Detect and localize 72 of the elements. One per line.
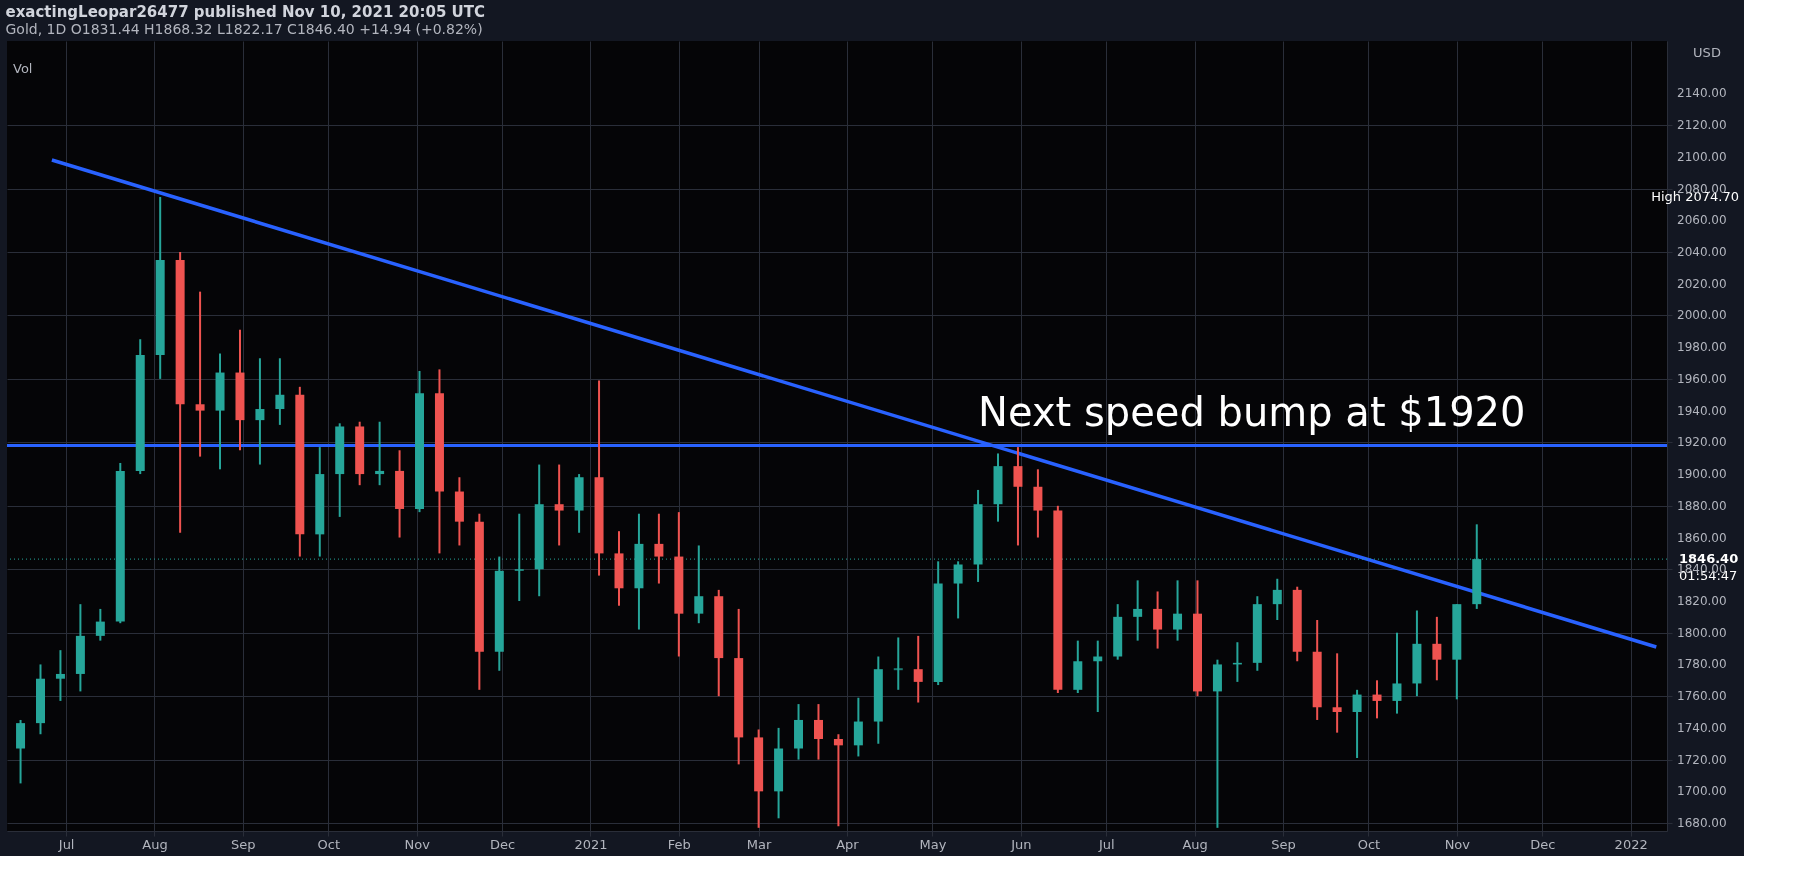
candlestick xyxy=(1133,579,1143,642)
candlestick xyxy=(654,512,664,585)
y-tick-label: 1960.00 xyxy=(1677,371,1727,386)
candlestick xyxy=(1352,688,1362,760)
candlestick xyxy=(1013,446,1023,547)
candlestick xyxy=(514,512,524,602)
x-tick-label: Aug xyxy=(142,836,168,852)
x-tick-label: Sep xyxy=(231,836,256,852)
x-tick-label: Feb xyxy=(667,836,691,852)
x-tick-label: Dec xyxy=(1530,836,1556,852)
x-tick-label: May xyxy=(919,836,947,852)
text: USD xyxy=(1693,45,1721,60)
candlestick xyxy=(1272,577,1282,622)
x-tick-label: Oct xyxy=(1357,836,1381,852)
candlestick xyxy=(1332,652,1342,734)
y-tick-label: 2120.00 xyxy=(1677,118,1727,133)
x-tick-label: Jun xyxy=(1010,836,1032,852)
y-tick-label: 1740.00 xyxy=(1677,720,1727,735)
candlestick xyxy=(1153,590,1163,650)
x-tick-label: Dec xyxy=(490,836,516,852)
y-tick-label: 1860.00 xyxy=(1677,530,1727,545)
x-tick-label: Jul xyxy=(57,836,75,852)
x-tick-label: Sep xyxy=(1271,836,1296,852)
y-tick-label: 2100.00 xyxy=(1677,149,1727,164)
x-tick-label: Nov xyxy=(404,836,431,852)
annotation: Vol xyxy=(13,61,33,76)
y-tick-label: 1980.00 xyxy=(1677,340,1727,355)
y-tick-label: 1700.00 xyxy=(1677,784,1727,799)
candlestick xyxy=(55,649,65,702)
y-tick-label: 1800.00 xyxy=(1677,625,1727,640)
candlestick xyxy=(275,357,285,426)
candlestick xyxy=(833,733,843,828)
candlestick xyxy=(95,607,105,642)
y-tick-label: 2060.00 xyxy=(1677,213,1727,228)
x-tick-label: Nov xyxy=(1444,836,1471,852)
candlestick xyxy=(853,696,863,758)
x-tick-label: Jul xyxy=(1097,836,1115,852)
candlestick xyxy=(1033,468,1043,539)
y-tick-label: 1760.00 xyxy=(1677,689,1727,704)
chart-title: exactingLeopar26477 published Nov 10, 2021 20:05 UTC xyxy=(5,3,485,21)
x-tick-label: Mar xyxy=(746,836,773,852)
y-tick-label: 1820.00 xyxy=(1677,593,1727,608)
x-tick-label: Aug xyxy=(1182,836,1208,852)
x-tick-label: Oct xyxy=(317,836,341,852)
x-tick-label: 2021 xyxy=(574,836,608,852)
candlestick xyxy=(893,636,903,691)
x-tick-label: 2022 xyxy=(1614,836,1648,852)
candlestick xyxy=(1392,631,1402,715)
x-tick-label: Apr xyxy=(836,836,860,852)
candlestick xyxy=(1432,615,1442,682)
candlestick xyxy=(694,544,704,625)
y-tick-label: 1940.00 xyxy=(1677,403,1727,418)
candlestick xyxy=(813,703,823,761)
y-tick-label: 2000.00 xyxy=(1677,308,1727,323)
y-tick-label: 2040.00 xyxy=(1677,244,1727,259)
y-tick-label: 1780.00 xyxy=(1677,657,1727,672)
ref-line-label: Next speed bump at $1920 xyxy=(978,388,1526,435)
y-tick-label: 1880.00 xyxy=(1677,498,1727,513)
y-tick-label: 1720.00 xyxy=(1677,752,1727,767)
candlestick xyxy=(1173,579,1183,642)
y-tick-label: 2020.00 xyxy=(1677,276,1727,291)
candlestick xyxy=(1372,679,1382,720)
candlestick xyxy=(195,290,205,458)
candlestick xyxy=(255,357,265,466)
candlestick xyxy=(554,463,564,547)
chart-subtitle: Gold, 1D O1831.44 H1868.32 L1822.17 C1846.40 +14.94 (+0.82%) xyxy=(5,21,483,37)
y-tick-label: 1920.00 xyxy=(1677,435,1727,450)
y-tick-label: 2140.00 xyxy=(1677,86,1727,101)
candlestick xyxy=(375,420,385,487)
candlestick xyxy=(913,634,923,704)
y-tick-label: 1680.00 xyxy=(1677,816,1727,831)
y-tick-label: 1900.00 xyxy=(1677,467,1727,482)
